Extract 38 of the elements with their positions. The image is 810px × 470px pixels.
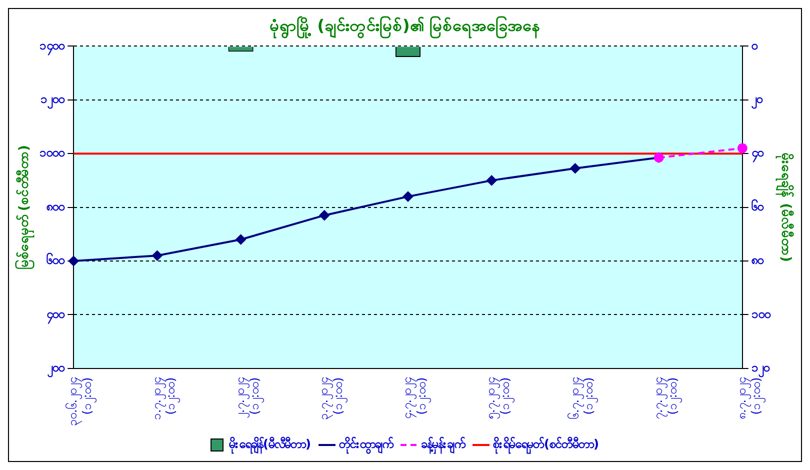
y-tick-label: ၄၀၀ <box>46 306 66 325</box>
x-tick-label: ၇.၇.၂၀၂၄ (၁၂:၀၀) <box>650 377 682 420</box>
y-tick-label: ၁၀၀၀ <box>40 146 66 160</box>
chart-title: မုံရွာမြို့ (ချင်းတွင်းမြစ်)၏ မြစ်ရေအခြေအနေ <box>270 14 540 39</box>
point <box>68 256 79 266</box>
point <box>403 192 413 202</box>
y-tick-label: ၁၂၀၀ <box>40 92 66 110</box>
y-tick-label: ၁၄၀၀ <box>40 38 66 56</box>
x-tick-label: ၈.၇.၂၀၂၄ (၁၂:၀၀) <box>734 377 766 420</box>
legend-label: စိုးရိမ်ရေမှတ်(စင်တီမီတာ) <box>492 435 599 456</box>
x-tick-label: ၁.၇.၂၀၂၄ (၁၂:၀၀) <box>149 377 181 420</box>
y2-tick-label: ၁၀၀ <box>751 306 772 321</box>
y2-axis-title: မိုးရေချိန် (မီလီမီတာ) <box>774 152 795 262</box>
y-axis-title: မြစ်ရေမှတ် (စင်တီမီတာ) <box>14 145 36 270</box>
point <box>486 175 497 186</box>
y2-tick-label: ၈၀ <box>750 253 764 268</box>
point <box>236 234 246 245</box>
x-tick-label: ၅.၇.၂၀၂၄ (၁၂:၀၀) <box>484 377 516 420</box>
y2-tick-label: ၂၀ <box>750 92 764 110</box>
y2-tick-label: ၁၂၀ <box>751 360 770 378</box>
legend-label: မိုးရေချိန်(မီလီမီတာ) <box>228 435 311 456</box>
point <box>737 143 748 154</box>
x-tick-label: ၂.၇.၂၀၂၄ (၁၂:၀၀) <box>232 377 264 418</box>
point <box>319 210 330 220</box>
x-tick-label: ၄.၇.၂၀၂၄ (၁၂:၀၀) <box>400 377 432 420</box>
point <box>570 163 580 174</box>
y-tick-label: ၂၀၀ <box>46 360 66 378</box>
y2-tick-label: ၆၀ <box>750 197 764 214</box>
y-tick-label: ၆၀၀ <box>46 251 66 268</box>
y2-tick-label: ၄၀ <box>750 146 764 164</box>
x-tick-label: ၃.၇.၂၀၂၄ (၁၂:၀၀) <box>316 377 348 420</box>
legend-label: တိုင်းထွာချက် <box>338 435 394 456</box>
x-tick-label: ၃၀.၆.၂၀၂၄ (၁၂:၀၀) <box>64 377 98 426</box>
y-tick-label: ၈၀၀ <box>46 199 66 214</box>
point <box>152 250 162 261</box>
x-tick-label: ၆.၇.၂၀၂၄ (၁၂:၀၀) <box>566 377 599 420</box>
legend-label: ခန့်မှန်းချက် <box>421 435 466 456</box>
y2-tick-label: ၀ <box>750 38 758 52</box>
